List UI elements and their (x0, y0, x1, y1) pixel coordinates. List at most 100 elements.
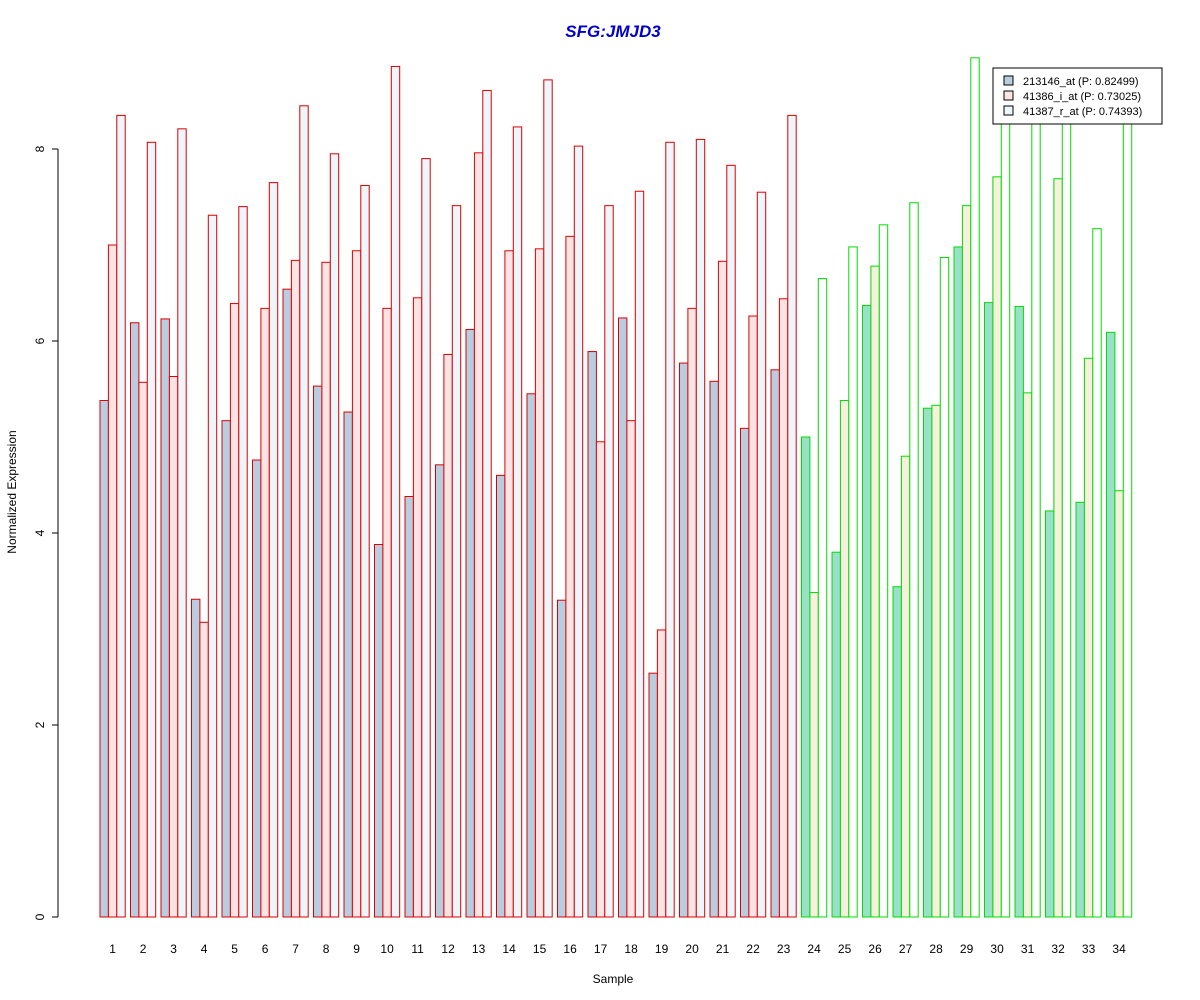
bar-series2-sample14 (504, 250, 514, 918)
bar-series1-sample22 (740, 427, 750, 918)
x-axis-label: Sample (593, 972, 634, 986)
bar-series1-sample27 (892, 586, 902, 918)
bar-series1-sample3 (160, 318, 170, 918)
bar-series1-sample31 (1014, 305, 1024, 918)
x-tick-label: 3 (170, 942, 177, 956)
bar-series3-sample23 (787, 114, 797, 918)
bar-series2-sample2 (138, 381, 148, 918)
bar-series2-sample19 (656, 629, 667, 918)
x-tick-label: 34 (1112, 942, 1126, 956)
bar-series2-sample29 (961, 205, 972, 918)
bar-series3-sample12 (451, 205, 462, 918)
bar-series2-sample33 (1083, 357, 1094, 918)
bar-series1-sample25 (831, 551, 841, 918)
legend-swatch (1003, 105, 1014, 116)
bar-series3-sample9 (360, 184, 370, 918)
x-tick-label: 9 (353, 942, 360, 956)
bar-series3-sample27 (909, 202, 919, 918)
bar-series1-sample15 (526, 393, 536, 918)
x-tick-label: 26 (868, 942, 882, 956)
bar-series2-sample27 (900, 455, 911, 918)
bar-series1-sample21 (709, 380, 719, 918)
x-tick-label: 22 (746, 942, 760, 956)
x-tick-label: 1 (109, 942, 116, 956)
bar-series1-sample19 (648, 672, 658, 918)
x-tick-label: 23 (777, 942, 791, 956)
bar-series1-sample13 (465, 328, 475, 918)
bar-series2-sample23 (778, 298, 789, 918)
bar-series1-sample33 (1075, 501, 1085, 918)
bar-series2-sample21 (717, 260, 728, 918)
bar-series2-sample13 (473, 152, 484, 918)
bar-series2-sample20 (687, 307, 697, 918)
bar-series1-sample26 (862, 304, 872, 918)
legend-label: 41386_i_at (P: 0.73025) (1023, 91, 1141, 103)
bar-series1-sample6 (252, 459, 262, 918)
x-tick-label: 20 (685, 942, 699, 956)
bar-series2-sample22 (748, 315, 758, 918)
x-tick-label: 18 (624, 942, 638, 956)
bar-series3-sample24 (817, 278, 828, 918)
bar-series3-sample26 (878, 224, 889, 918)
x-tick-label: 33 (1082, 942, 1096, 956)
bar-series3-sample28 (939, 256, 950, 918)
bar-series2-sample26 (870, 265, 880, 918)
bar-series3-sample3 (177, 128, 187, 918)
bar-series1-sample11 (404, 496, 414, 918)
x-tick-label: 5 (231, 942, 238, 956)
bar-series2-sample34 (1114, 490, 1124, 918)
x-tick-label: 15 (533, 942, 547, 956)
bar-series2-sample31 (1022, 392, 1033, 918)
bar-series2-sample17 (595, 441, 606, 918)
bar-series1-sample18 (618, 317, 628, 918)
bar-series1-sample34 (1106, 331, 1116, 918)
bar-series1-sample7 (282, 288, 292, 918)
bar-series1-sample8 (313, 385, 323, 918)
bar-series1-sample9 (343, 411, 353, 918)
bar-series1-sample23 (770, 369, 780, 918)
bar-series1-sample2 (130, 322, 140, 918)
bar-series3-sample22 (756, 191, 767, 918)
bar-series3-sample29 (970, 57, 980, 918)
bar-series1-sample29 (953, 246, 963, 918)
x-tick-label: 16 (563, 942, 577, 956)
bar-series3-sample6 (268, 182, 279, 918)
bar-series3-sample2 (146, 141, 157, 918)
bar-series2-sample6 (260, 307, 270, 918)
bar-series3-sample7 (299, 105, 309, 918)
legend: 213146_at (P: 0.82499) 41386_i_at (P: 0.7… (992, 67, 1163, 125)
x-tick-label: 2 (140, 942, 147, 956)
bar-series2-sample5 (229, 303, 240, 918)
x-tick-label: 29 (960, 942, 974, 956)
bar-series1-sample1 (99, 400, 109, 918)
y-axis-label: Normalized Expression (5, 430, 19, 553)
bar-series2-sample12 (443, 353, 453, 918)
x-tick-label: 17 (594, 942, 608, 956)
x-tick-label: 32 (1051, 942, 1065, 956)
y-axis: 0 2 4 6 8 (33, 145, 59, 920)
legend-swatch (1003, 90, 1014, 101)
legend-box (992, 67, 1163, 125)
bar-series3-sample10 (390, 65, 401, 918)
bar-series1-sample30 (984, 302, 994, 918)
bar-series3-sample18 (634, 190, 645, 918)
x-tick-label: 8 (323, 942, 330, 956)
bar-series2-sample24 (809, 592, 819, 918)
x-tick-label: 11 (411, 942, 424, 956)
bar-series2-sample10 (382, 307, 392, 918)
bar-series1-sample5 (221, 420, 231, 918)
x-tick-label: 7 (292, 942, 299, 956)
bar-series3-sample25 (848, 246, 858, 918)
x-tick-label: 21 (716, 942, 730, 956)
bar-series2-sample9 (351, 250, 362, 918)
bar-series3-sample1 (116, 114, 126, 918)
bar-series2-sample25 (839, 400, 850, 918)
bar-series3-sample32 (1061, 114, 1072, 918)
bar-series1-sample24 (801, 436, 811, 918)
x-tick-label: 25 (838, 942, 852, 956)
x-tick-label: 31 (1021, 942, 1035, 956)
x-tick-label: 28 (929, 942, 943, 956)
bar-series1-sample17 (587, 351, 597, 918)
chart-title: SFG:JMJD3 (565, 22, 661, 41)
bar-series1-sample20 (679, 362, 689, 918)
